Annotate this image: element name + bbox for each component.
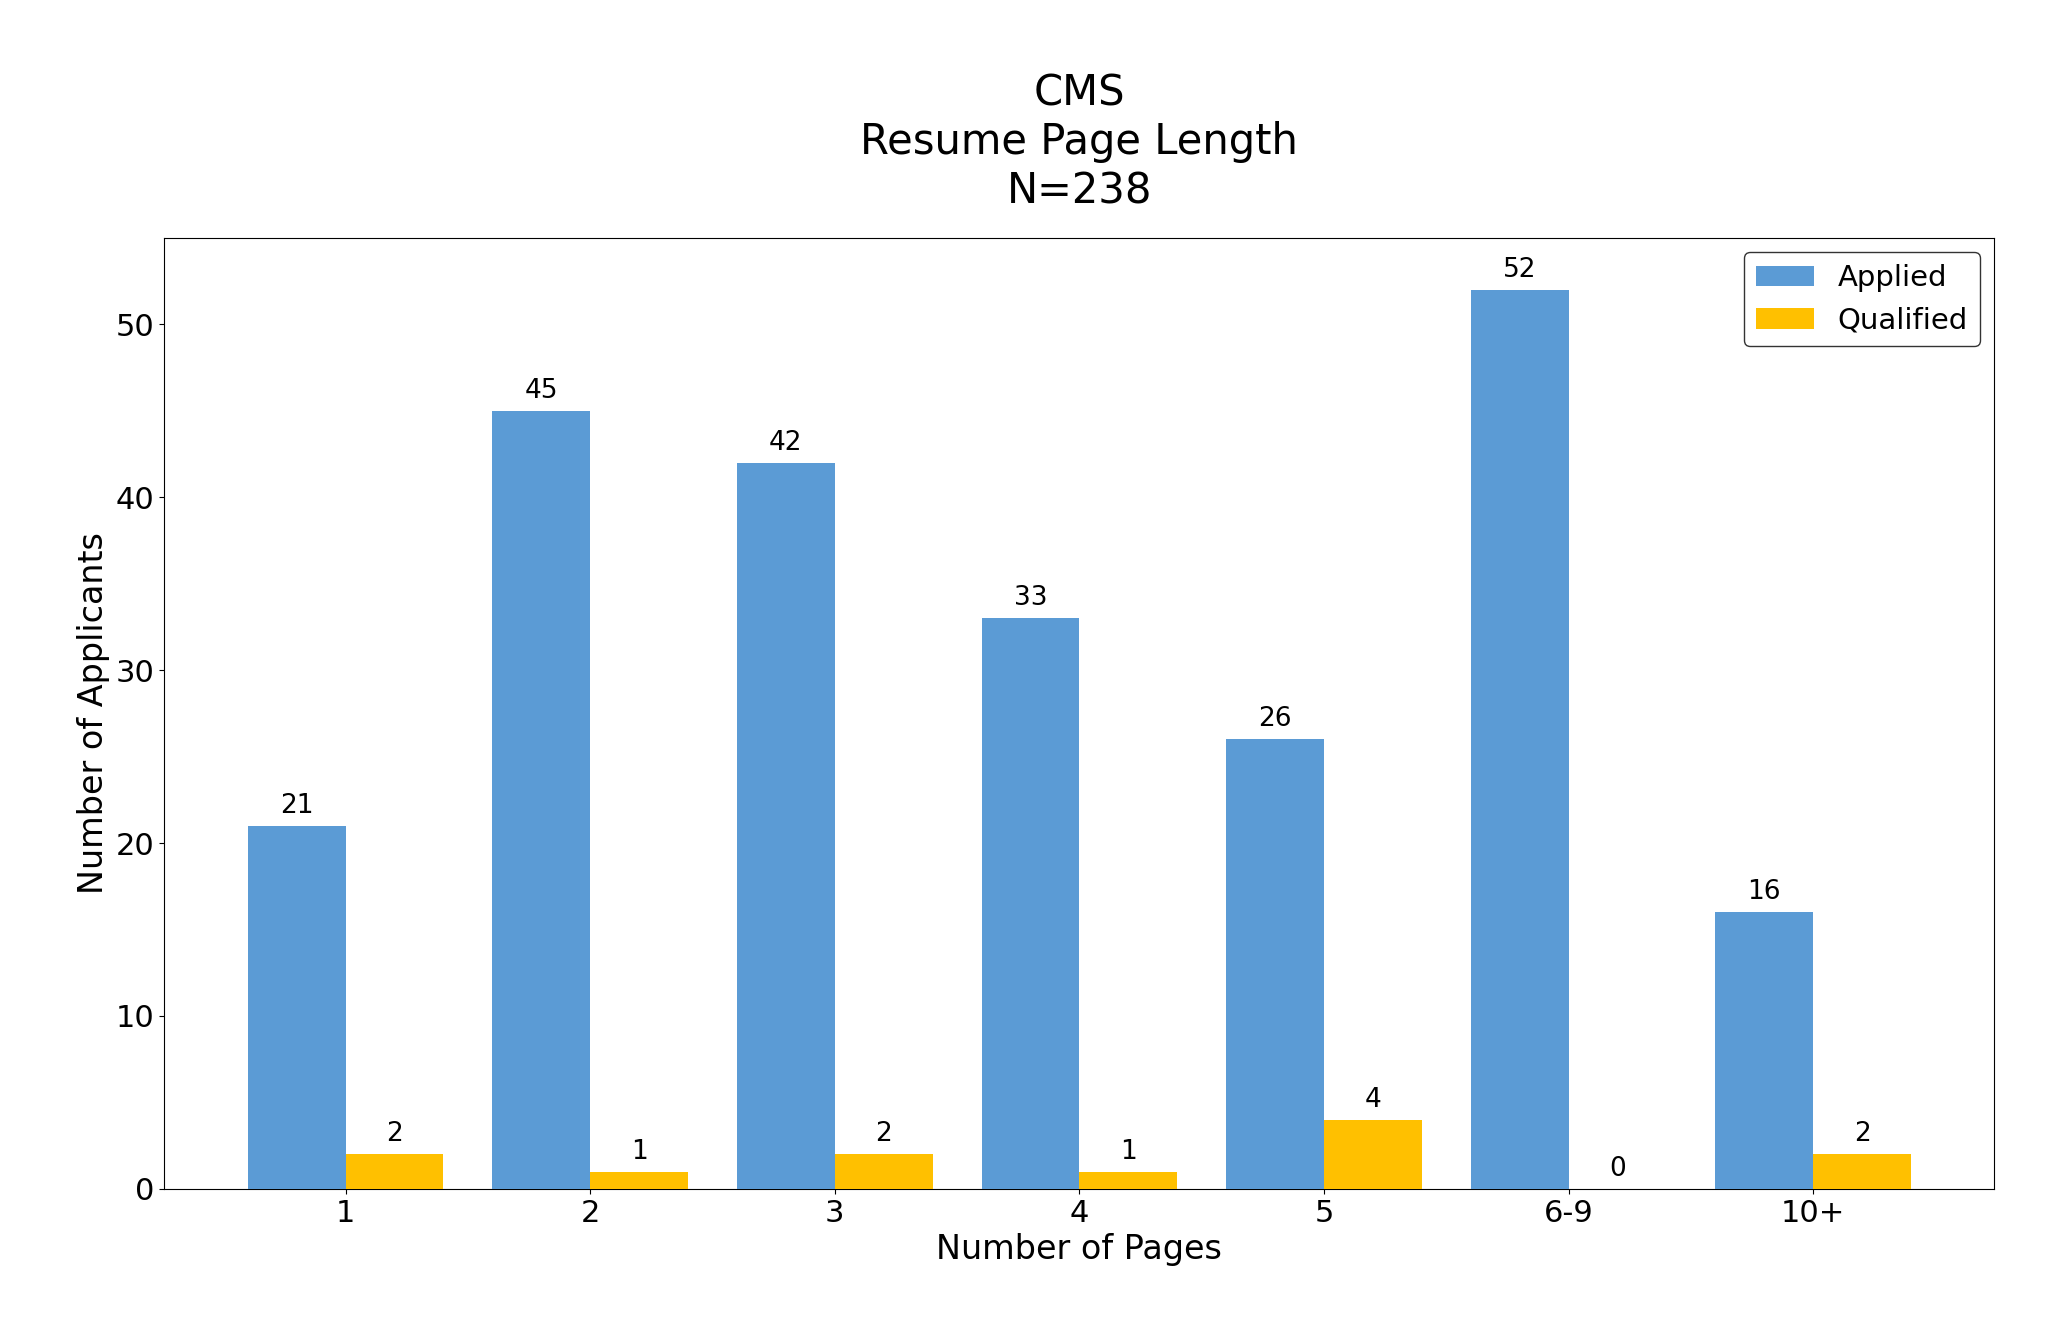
Text: 1: 1 [1121,1139,1137,1165]
Text: 2: 2 [387,1122,403,1148]
Bar [491,411,590,1189]
Title: CMS
Resume Page Length
N=238: CMS Resume Page Length N=238 [861,73,1297,213]
Bar [1079,1172,1178,1189]
Text: 42: 42 [769,429,802,456]
Text: 4: 4 [1365,1087,1382,1112]
Text: 2: 2 [1855,1122,1871,1148]
Text: 52: 52 [1503,256,1536,283]
Bar [590,1172,689,1189]
Y-axis label: Number of Applicants: Number of Applicants [78,532,111,894]
Text: 26: 26 [1258,707,1291,732]
Text: 21: 21 [280,793,313,819]
Text: 16: 16 [1748,880,1780,905]
Text: 2: 2 [876,1122,892,1148]
Bar [1813,1155,1912,1189]
Text: 0: 0 [1610,1156,1626,1182]
Bar [1225,740,1324,1189]
Bar [981,618,1079,1189]
Legend: Applied, Qualified: Applied, Qualified [1743,252,1980,346]
Bar [835,1155,933,1189]
Text: 33: 33 [1014,585,1047,612]
Text: 45: 45 [524,378,557,404]
Text: 1: 1 [631,1139,648,1165]
Bar [736,462,835,1189]
Bar [247,826,345,1189]
Bar [1470,289,1569,1189]
Bar [345,1155,444,1189]
X-axis label: Number of Pages: Number of Pages [935,1234,1223,1266]
Bar [1715,913,1813,1189]
Bar [1324,1120,1423,1189]
